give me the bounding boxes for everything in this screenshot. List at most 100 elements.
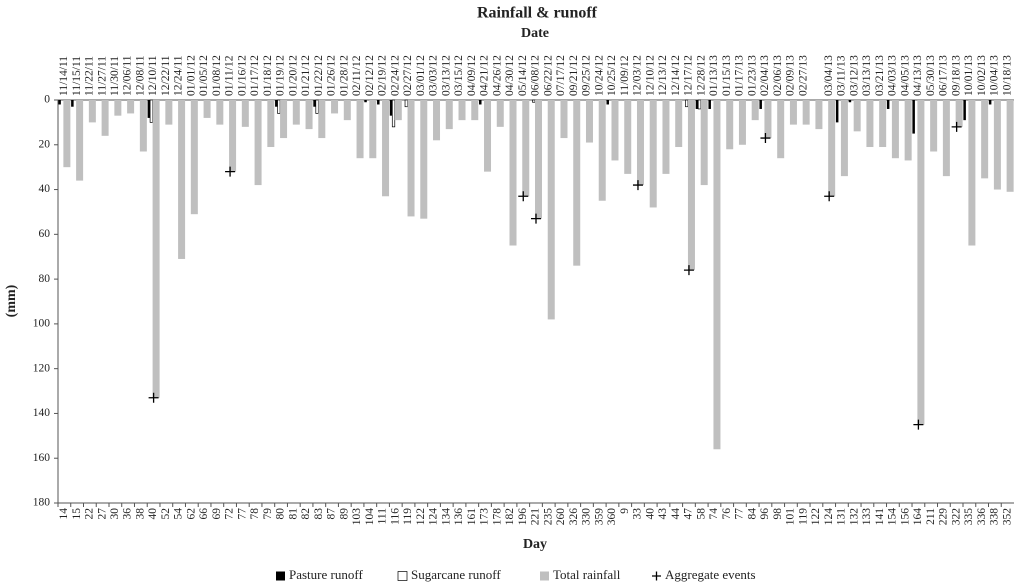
bar — [606, 100, 609, 105]
top-tick-label: 02/12/12 — [364, 55, 376, 96]
top-tick-label: 02/06/13 — [772, 55, 784, 96]
bar — [101, 100, 109, 136]
bar — [891, 100, 899, 159]
bar — [241, 100, 249, 127]
bar — [318, 100, 326, 139]
bar — [879, 100, 887, 148]
bar — [254, 100, 262, 186]
x-tick-label: 260 — [555, 508, 567, 526]
x-tick-label: 69 — [211, 508, 223, 520]
top-tick-label: 04/26/12 — [491, 55, 503, 96]
bar — [364, 100, 367, 103]
bar — [88, 100, 96, 123]
x-tick-label: 322 — [950, 508, 962, 526]
aggregate-marker — [225, 166, 236, 177]
top-tick-label: 02/27/13 — [797, 55, 809, 96]
bar — [280, 100, 288, 139]
y-tick-label: 160 — [33, 452, 51, 464]
top-tick-label: 07/17/12 — [555, 55, 567, 96]
top-tick-label: 04/30/12 — [504, 55, 516, 96]
x-tick-label: 141 — [874, 508, 886, 526]
bar — [445, 100, 453, 130]
top-tick-label: 12/17/12 — [683, 55, 695, 96]
legend-swatch — [652, 571, 661, 581]
x-tick-label: 104 — [364, 508, 376, 526]
bar — [305, 100, 313, 130]
bar — [912, 100, 915, 134]
legend-label: Total rainfall — [553, 567, 621, 582]
bar — [708, 100, 711, 109]
bar — [835, 100, 839, 123]
bar — [738, 100, 746, 145]
x-tick-label: 133 — [861, 508, 873, 526]
x-tick-label: 96 — [759, 508, 771, 520]
x-tick-label: 173 — [479, 508, 491, 526]
x-tick-label: 52 — [160, 508, 172, 520]
x-tick-label: 33 — [632, 508, 644, 520]
bar — [149, 99, 153, 123]
x-tick-label: 221 — [530, 508, 542, 526]
x-tick-label: 76 — [721, 508, 733, 520]
bar — [713, 100, 721, 450]
x-tick-label: 62 — [185, 508, 197, 520]
aggregate-marker — [632, 180, 643, 191]
top-tick-label: 01/11/12 — [224, 55, 236, 96]
top-tick-label: 03/13/13 — [861, 55, 873, 96]
x-tick-label: 164 — [912, 508, 924, 526]
x-tick-label: 79 — [262, 508, 274, 520]
x-tick-label: 9 — [619, 508, 631, 514]
top-tick-label: 03/11/13 — [836, 55, 848, 96]
bar — [695, 100, 699, 109]
top-tick-label: 11/22/11 — [84, 56, 96, 96]
x-tick-label: 330 — [581, 508, 593, 526]
x-tick-label: 72 — [224, 508, 236, 520]
top-tick-label: 06/08/12 — [530, 55, 542, 96]
top-tick-label: 06/17/13 — [938, 55, 950, 96]
bar — [139, 100, 147, 152]
bar — [267, 100, 275, 148]
y-tick-label: 0 — [44, 94, 50, 106]
top-tick-label: 01/13/13 — [708, 55, 720, 96]
x-tick-label: 87 — [326, 508, 338, 520]
aggregate-marker — [518, 191, 529, 202]
bar — [697, 99, 702, 110]
bar — [904, 100, 912, 161]
x-tick-label: 124 — [823, 508, 835, 526]
bar — [407, 100, 415, 217]
bar — [1006, 100, 1014, 192]
bar — [147, 100, 151, 118]
bar — [152, 100, 160, 398]
top-tick-label: 01/19/12 — [275, 55, 287, 96]
top-tick-label: 12/10/12 — [644, 55, 656, 96]
bar — [343, 100, 351, 121]
x-tick-label: 156 — [899, 508, 911, 526]
y-tick-label: 140 — [33, 407, 51, 419]
x-tick-label: 136 — [453, 508, 465, 526]
top-tick-label: 12/08/11 — [134, 55, 146, 96]
bar — [496, 100, 504, 127]
x-tick-label: 38 — [134, 508, 146, 520]
bar — [522, 100, 530, 197]
aggregate-marker — [913, 419, 924, 430]
top-tick-label: 11/27/11 — [96, 56, 108, 96]
top-tick-label: 12/03/12 — [632, 55, 644, 96]
bar — [391, 99, 396, 128]
top-tick-label: 01/01/12 — [185, 55, 197, 96]
bar — [687, 100, 695, 271]
x-tick-label: 124 — [428, 508, 440, 526]
y-tick-label: 80 — [39, 273, 51, 285]
top-axis-label: Date — [521, 26, 549, 41]
top-tick-label: 12/06/11 — [122, 55, 134, 96]
x-tick-label: 116 — [389, 508, 401, 525]
top-tick-label: 10/25/12 — [606, 55, 618, 96]
bar — [178, 100, 186, 259]
x-tick-label: 89 — [338, 508, 350, 520]
top-tick-label: 04/13/13 — [912, 55, 924, 96]
top-tick-label: 01/26/12 — [326, 55, 338, 96]
bar — [700, 100, 708, 186]
top-tick-label: 06/22/12 — [542, 55, 554, 96]
top-tick-label: 01/20/12 — [287, 55, 299, 96]
bar — [458, 100, 466, 121]
top-tick-label: 03/12/13 — [848, 55, 860, 96]
